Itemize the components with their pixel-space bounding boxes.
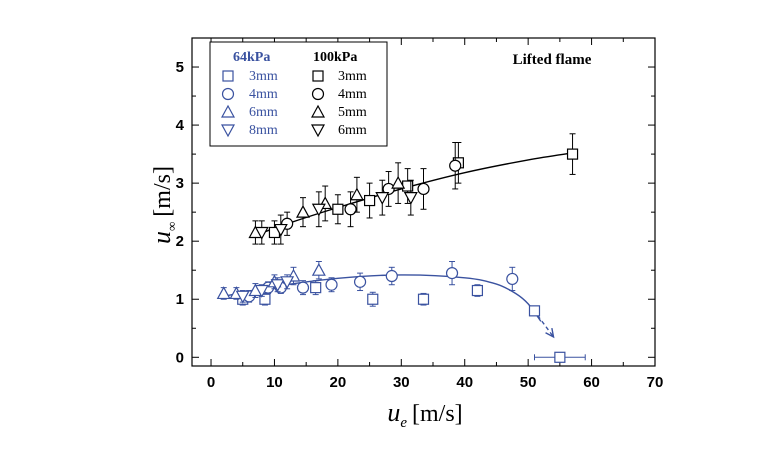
data-point-100kpa-6mm <box>273 223 288 237</box>
data-point-100kpa-4mm <box>449 159 462 172</box>
data-point-100kpa-5mm <box>349 187 364 201</box>
y-tick-label: 1 <box>176 291 184 308</box>
x-axis-label: ue [m/s] <box>387 398 462 431</box>
legend-label-64kpa-3mm: 3mm <box>249 69 278 84</box>
data-point-64kpa-4mm <box>506 272 519 286</box>
data-point-64kpa-3mm <box>259 293 271 305</box>
data-point-64kpa-8mm <box>280 276 295 290</box>
x-axis-label-unit: [m/s] <box>412 401 463 427</box>
data-point-64kpa-4mm <box>353 275 367 288</box>
data-point-100kpa-3mm <box>332 203 344 215</box>
axis-ticks: 0 10 20 30 40 50 60 70 0 1 2 3 4 5 <box>176 38 664 391</box>
data-points <box>216 133 586 363</box>
data-point-64kpa-4mm <box>296 281 310 294</box>
svg-text:u∞[m/s]: u∞ [m/s] <box>147 166 179 244</box>
legend-marker-100kpa-3mm <box>312 70 324 82</box>
legend-marker-100kpa-4mm <box>311 87 325 101</box>
y-tick-label: 5 <box>176 59 184 76</box>
data-point-100kpa-5mm <box>391 175 406 189</box>
legend-label-100kpa-6mm: 6mm <box>338 123 367 138</box>
svg-text:ue[m/s]: ue [m/s] <box>387 398 462 431</box>
legend-marker-64kpa-6mm <box>220 104 236 118</box>
x-tick-label: 30 <box>393 374 410 391</box>
x-tick-label: 40 <box>456 374 473 391</box>
y-axis-label-sub: ∞ <box>164 222 179 231</box>
legend-label-100kpa-5mm: 5mm <box>338 105 367 120</box>
data-point-64kpa-3mm <box>528 305 541 317</box>
y-tick-label: 4 <box>176 117 185 134</box>
data-point-64kpa-4mm <box>385 269 398 283</box>
extrapolation-arrowhead <box>545 327 555 339</box>
data-point-64kpa-4mm <box>325 278 338 291</box>
x-axis-label-sub: e <box>400 415 407 431</box>
data-point-100kpa-6mm <box>403 192 418 205</box>
data-point-100kpa-4mm <box>382 182 395 196</box>
data-point-64kpa-3mm <box>554 351 566 363</box>
x-tick-label: 0 <box>207 374 215 391</box>
y-axis-label-main: u <box>147 231 176 244</box>
legend-label-100kpa-3mm: 3mm <box>338 69 367 84</box>
data-point-64kpa-8mm <box>254 284 269 298</box>
data-point-64kpa-3mm <box>310 282 322 294</box>
legend-marker-100kpa-5mm <box>310 104 326 118</box>
x-tick-label: 10 <box>266 374 283 391</box>
data-point-100kpa-3mm <box>363 194 376 207</box>
legend-box <box>209 41 388 147</box>
data-point-64kpa-6mm <box>311 262 326 276</box>
data-point-64kpa-3mm <box>417 293 430 305</box>
data-point-100kpa-6mm <box>254 226 269 240</box>
data-point-64kpa-3mm <box>367 293 379 305</box>
legend-label-64kpa-6mm: 6mm <box>249 105 278 120</box>
data-point-64kpa-8mm <box>270 279 285 292</box>
data-point-100kpa-3mm <box>566 148 579 160</box>
x-tick-label: 20 <box>330 374 347 391</box>
fit-curve-64kpa <box>223 274 542 322</box>
legend-label-64kpa-8mm: 8mm <box>249 123 278 138</box>
data-point-64kpa-8mm <box>235 290 250 304</box>
x-tick-label: 50 <box>520 374 537 391</box>
legend: 64kPa 100kPa 3mm 4mm 6mm 8mm 3mm 4mm 5mm 6mm <box>209 41 388 147</box>
legend-label-64kpa-4mm: 4mm <box>249 87 278 102</box>
x-axis-label-main: u <box>387 398 400 427</box>
lifted-flame-annotation: Lifted flame <box>513 52 592 68</box>
extrapolation-arrow-line <box>537 315 555 338</box>
data-point-64kpa-3mm <box>471 284 484 297</box>
legend-marker-64kpa-8mm <box>220 124 236 138</box>
data-point-100kpa-5mm <box>295 204 311 218</box>
data-point-100kpa-6mm <box>375 192 390 205</box>
legend-title-100kpa: 100kPa <box>313 50 357 65</box>
data-point-100kpa-4mm <box>344 203 357 216</box>
y-axis-label: u∞ [m/s] <box>147 166 179 244</box>
plot-frame <box>191 37 656 367</box>
y-tick-label: 0 <box>176 349 184 366</box>
y-tick-label: 2 <box>176 233 184 250</box>
x-tick-label: 70 <box>647 374 664 391</box>
data-point-100kpa-6mm <box>311 203 326 217</box>
legend-title-64kpa: 64kPa <box>233 50 270 65</box>
legend-marker-100kpa-6mm <box>310 124 326 138</box>
legend-marker-64kpa-3mm <box>222 70 234 82</box>
legend-marker-64kpa-4mm <box>221 87 235 101</box>
y-tick-label: 3 <box>176 175 184 192</box>
data-point-100kpa-4mm <box>417 182 430 196</box>
x-tick-label: 60 <box>583 374 600 391</box>
y-axis-label-unit: [m/s] <box>150 166 176 217</box>
data-point-64kpa-6mm <box>216 286 231 300</box>
data-point-64kpa-4mm <box>445 267 459 280</box>
legend-label-100kpa-4mm: 4mm <box>338 87 367 102</box>
